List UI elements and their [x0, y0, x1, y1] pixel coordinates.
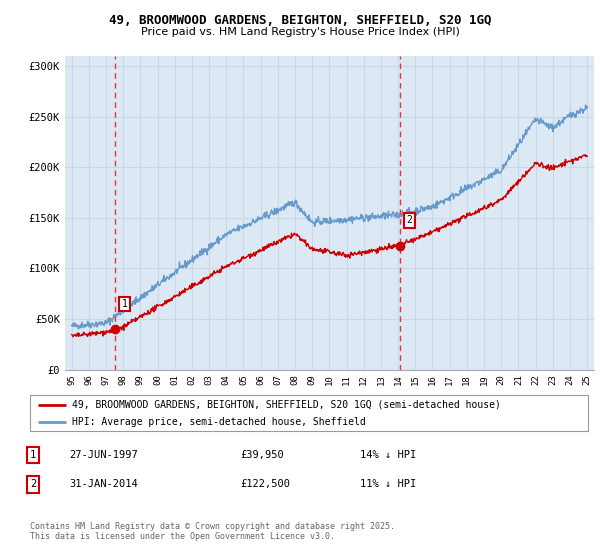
Text: 2: 2 — [406, 216, 412, 226]
Text: 1: 1 — [30, 450, 36, 460]
Text: 49, BROOMWOOD GARDENS, BEIGHTON, SHEFFIELD, S20 1GQ: 49, BROOMWOOD GARDENS, BEIGHTON, SHEFFIE… — [109, 14, 491, 27]
Text: £39,950: £39,950 — [240, 450, 284, 460]
Text: 27-JUN-1997: 27-JUN-1997 — [69, 450, 138, 460]
Text: 31-JAN-2014: 31-JAN-2014 — [69, 479, 138, 489]
Text: 11% ↓ HPI: 11% ↓ HPI — [360, 479, 416, 489]
Text: HPI: Average price, semi-detached house, Sheffield: HPI: Average price, semi-detached house,… — [72, 417, 365, 427]
Text: 2: 2 — [30, 479, 36, 489]
Text: £122,500: £122,500 — [240, 479, 290, 489]
Text: Contains HM Land Registry data © Crown copyright and database right 2025.
This d: Contains HM Land Registry data © Crown c… — [30, 522, 395, 542]
Text: 14% ↓ HPI: 14% ↓ HPI — [360, 450, 416, 460]
Text: 49, BROOMWOOD GARDENS, BEIGHTON, SHEFFIELD, S20 1GQ (semi-detached house): 49, BROOMWOOD GARDENS, BEIGHTON, SHEFFIE… — [72, 400, 501, 410]
Text: 1: 1 — [122, 299, 127, 309]
Text: Price paid vs. HM Land Registry's House Price Index (HPI): Price paid vs. HM Land Registry's House … — [140, 27, 460, 37]
